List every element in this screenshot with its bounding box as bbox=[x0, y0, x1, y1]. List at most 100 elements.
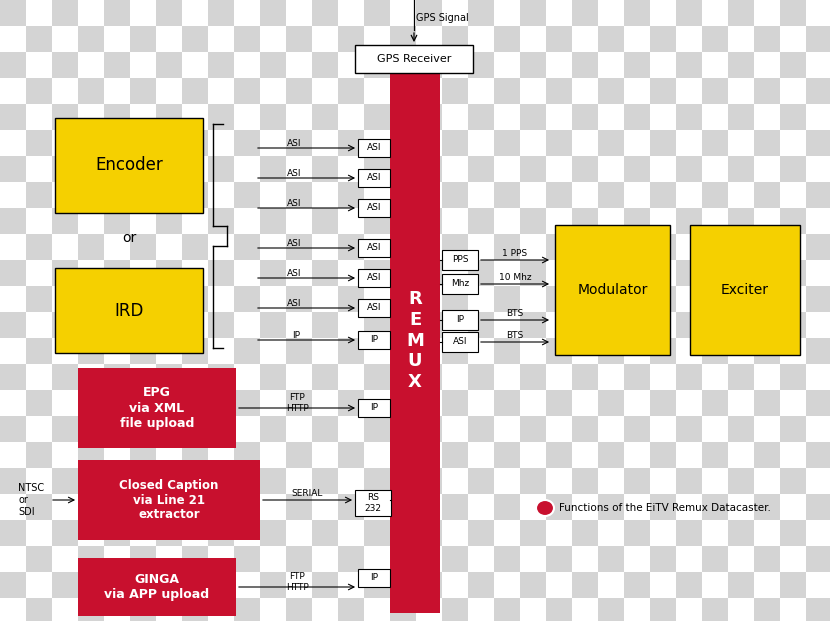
Bar bbox=[364, 364, 390, 390]
Bar bbox=[286, 208, 312, 234]
Bar bbox=[728, 234, 754, 260]
Bar bbox=[780, 338, 806, 364]
Bar bbox=[0, 494, 26, 520]
Bar bbox=[286, 390, 312, 416]
Bar bbox=[260, 182, 286, 208]
Bar bbox=[702, 442, 728, 468]
Bar bbox=[78, 494, 104, 520]
Bar bbox=[312, 364, 338, 390]
Bar bbox=[208, 52, 234, 78]
Bar bbox=[676, 572, 702, 598]
Bar bbox=[0, 416, 26, 442]
Bar bbox=[546, 312, 572, 338]
Bar bbox=[234, 234, 260, 260]
Bar bbox=[468, 312, 494, 338]
Bar bbox=[312, 130, 338, 156]
Bar bbox=[104, 338, 130, 364]
Bar bbox=[78, 460, 260, 540]
Bar bbox=[624, 52, 650, 78]
Bar bbox=[286, 520, 312, 546]
Bar bbox=[442, 546, 468, 572]
Bar bbox=[78, 0, 104, 26]
Bar bbox=[572, 494, 598, 520]
Bar bbox=[702, 286, 728, 312]
Bar bbox=[728, 0, 754, 26]
Bar bbox=[26, 494, 52, 520]
Bar bbox=[338, 208, 364, 234]
Bar bbox=[182, 390, 208, 416]
Bar bbox=[390, 26, 416, 52]
Bar bbox=[364, 416, 390, 442]
Bar bbox=[130, 260, 156, 286]
Bar bbox=[26, 312, 52, 338]
Bar bbox=[754, 26, 780, 52]
Bar bbox=[78, 182, 104, 208]
Bar bbox=[650, 338, 676, 364]
Bar bbox=[780, 0, 806, 26]
Bar bbox=[312, 468, 338, 494]
Bar bbox=[598, 104, 624, 130]
Bar bbox=[416, 572, 442, 598]
Bar bbox=[546, 442, 572, 468]
Bar bbox=[130, 364, 156, 390]
Bar bbox=[416, 494, 442, 520]
Bar bbox=[468, 468, 494, 494]
Bar bbox=[364, 78, 390, 104]
Bar bbox=[390, 104, 416, 130]
Bar bbox=[208, 520, 234, 546]
Bar bbox=[468, 572, 494, 598]
Bar bbox=[416, 468, 442, 494]
Bar bbox=[650, 260, 676, 286]
Bar bbox=[520, 468, 546, 494]
Bar bbox=[624, 416, 650, 442]
Bar bbox=[260, 494, 286, 520]
Bar bbox=[442, 26, 468, 52]
Bar bbox=[338, 442, 364, 468]
Bar bbox=[468, 156, 494, 182]
Bar bbox=[55, 268, 203, 353]
Bar bbox=[156, 442, 182, 468]
Bar bbox=[690, 225, 800, 355]
Bar bbox=[676, 182, 702, 208]
Bar bbox=[390, 286, 416, 312]
Bar bbox=[26, 156, 52, 182]
Bar bbox=[780, 572, 806, 598]
Bar bbox=[312, 338, 338, 364]
Bar bbox=[208, 234, 234, 260]
Bar bbox=[0, 572, 26, 598]
Bar bbox=[624, 130, 650, 156]
Bar bbox=[156, 286, 182, 312]
Bar bbox=[312, 156, 338, 182]
Bar bbox=[676, 0, 702, 26]
Bar bbox=[286, 416, 312, 442]
Bar bbox=[754, 208, 780, 234]
Bar bbox=[0, 520, 26, 546]
Bar bbox=[624, 104, 650, 130]
Bar bbox=[442, 274, 478, 294]
Bar bbox=[234, 520, 260, 546]
Bar bbox=[156, 416, 182, 442]
Text: IP: IP bbox=[456, 315, 464, 325]
Bar bbox=[364, 52, 390, 78]
Bar bbox=[312, 104, 338, 130]
Bar bbox=[442, 520, 468, 546]
Bar bbox=[546, 130, 572, 156]
Bar bbox=[78, 78, 104, 104]
Bar bbox=[676, 390, 702, 416]
Bar bbox=[780, 104, 806, 130]
Bar bbox=[312, 416, 338, 442]
Bar bbox=[390, 312, 416, 338]
Bar bbox=[676, 208, 702, 234]
Bar bbox=[442, 494, 468, 520]
Bar bbox=[52, 572, 78, 598]
Bar bbox=[338, 78, 364, 104]
Bar bbox=[416, 52, 442, 78]
Bar bbox=[78, 52, 104, 78]
Bar bbox=[520, 78, 546, 104]
Bar bbox=[572, 442, 598, 468]
Bar bbox=[208, 390, 234, 416]
Bar bbox=[156, 312, 182, 338]
Bar bbox=[338, 312, 364, 338]
Bar bbox=[702, 338, 728, 364]
Bar bbox=[546, 416, 572, 442]
